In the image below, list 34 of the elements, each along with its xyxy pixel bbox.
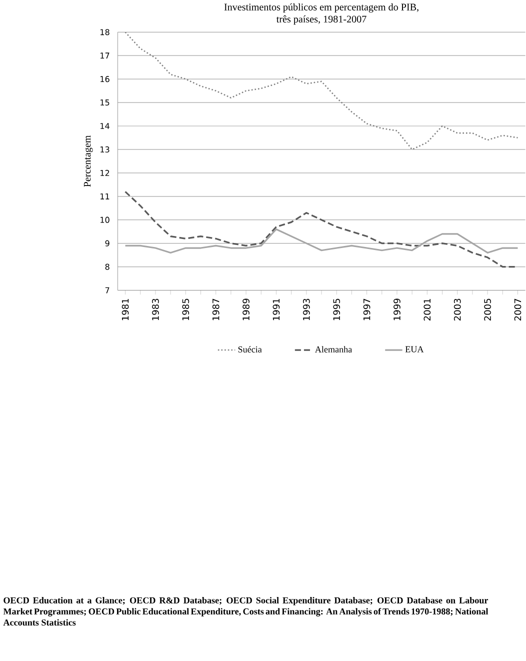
x-tick-label: 1981 — [122, 298, 129, 320]
y-tick-label: 9 — [105, 240, 110, 246]
x-tick-label: 2003 — [454, 298, 461, 320]
legend-label: Alemanha — [315, 346, 352, 352]
y-axis-title: Percentagem — [84, 135, 93, 187]
chart-subtitle: três países, 1981-2007 — [276, 15, 367, 25]
y-tick-label: 17 — [100, 52, 110, 59]
y-tick-label: 14 — [100, 123, 110, 129]
line-series — [124, 32, 519, 150]
y-tick-label: 11 — [100, 193, 110, 200]
x-tick-label: 2001 — [424, 298, 431, 320]
y-tick-label: 7 — [106, 287, 110, 294]
chart-title: Investimentos públicos em percentagem do PIB, — [224, 3, 419, 13]
x-tick-label: 1987 — [212, 298, 220, 320]
x-tick-label: 1993 — [303, 298, 310, 320]
text: OECD Education at a Glance; OECD R&D Database; OECD Social Expenditure Database; OECD Database on Labour Market Programmes; OECD Public Educational Expenditure, Costs and Financing: An Analysis of Trends 1970-1988; National Accounts Statistics — [4, 597, 488, 626]
y-tick-label: 8 — [106, 264, 110, 270]
x-tick-label: 1991 — [273, 298, 280, 320]
y-tick-label: 12 — [100, 170, 110, 176]
x-tick-label: 1989 — [242, 298, 250, 320]
y-tick-label: 18 — [100, 29, 110, 36]
x-tick-label: 2005 — [484, 298, 492, 320]
y-tick-label: 13 — [100, 146, 110, 153]
x-tick-label: 1985 — [182, 298, 190, 320]
x-tick-label: 1995 — [333, 298, 340, 320]
legend-label: Suécia — [238, 346, 262, 352]
y-tick-label: 15 — [100, 100, 110, 106]
x-tick-label: 1999 — [394, 298, 401, 320]
y-tick-label: 10 — [100, 216, 110, 223]
x-tick-label: 1983 — [152, 298, 160, 320]
x-tick-label: 1997 — [364, 298, 370, 320]
legend-label: EUA — [406, 346, 424, 352]
x-tick-label: 2007 — [514, 298, 522, 320]
y-tick-label: 16 — [100, 76, 110, 82]
